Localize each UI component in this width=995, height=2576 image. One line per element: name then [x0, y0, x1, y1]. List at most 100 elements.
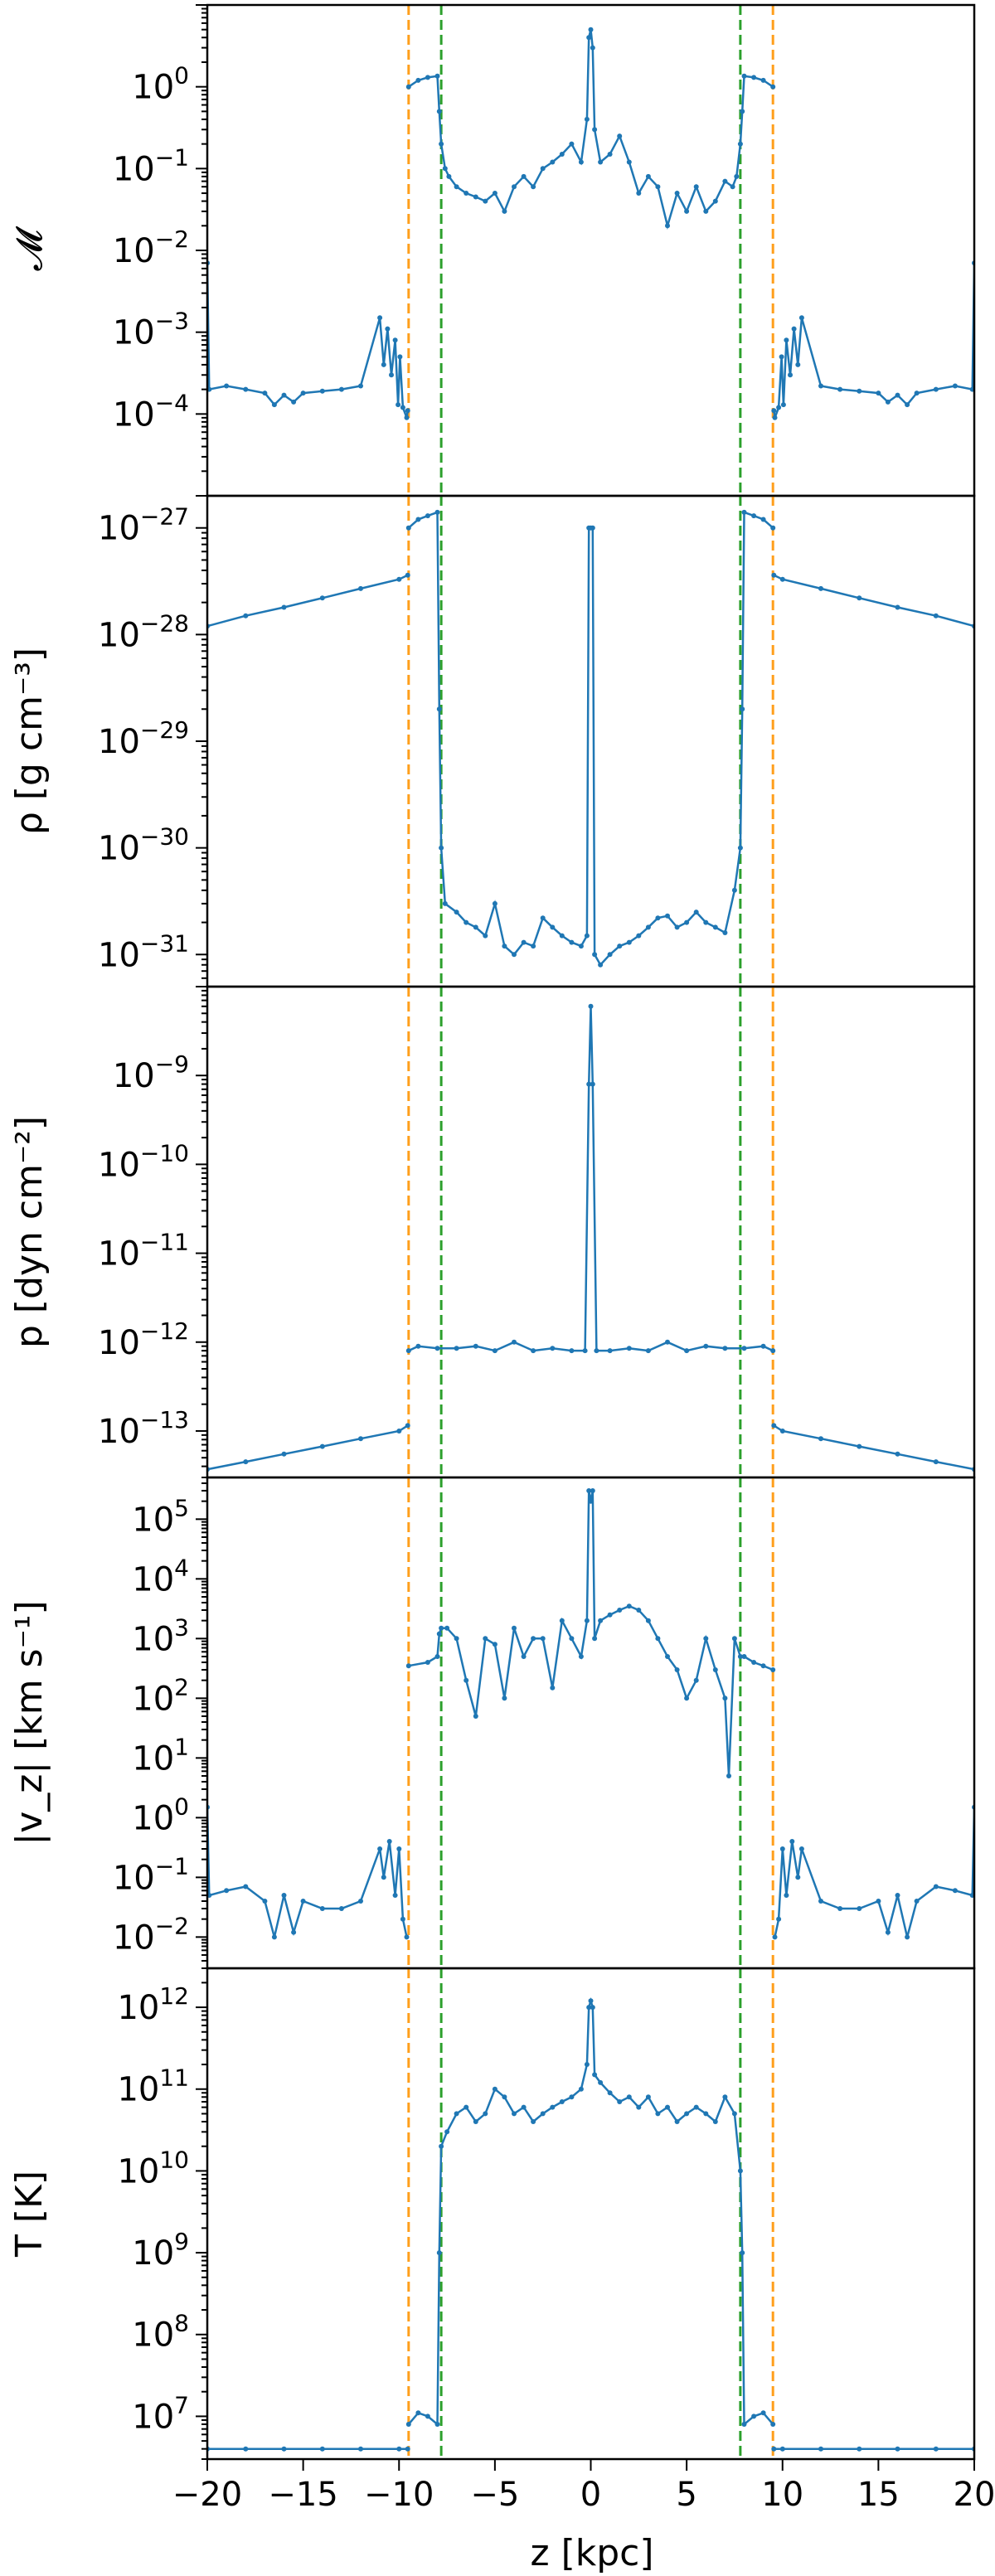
- panel-2-point: [598, 962, 604, 968]
- panel-1-point: [776, 405, 782, 410]
- x-tick-label: 15: [857, 2476, 900, 2514]
- panel-5-point: [607, 2090, 613, 2096]
- panel-1-point: [607, 152, 613, 157]
- panel-3: 10−9 10−10 10−11 10−12 10−13 p [dyn cm⁻²]: [8, 985, 976, 1479]
- panel-1-point: [578, 159, 584, 165]
- panel-2-y-tick-label: 10−31: [98, 929, 189, 974]
- panel-2-point: [550, 924, 556, 930]
- panel-5-point: [319, 2446, 325, 2452]
- panel-2-point: [578, 944, 584, 949]
- panel-2-point: [492, 900, 498, 906]
- panel-5-point: [636, 2104, 642, 2110]
- panel-4-point: [584, 1618, 590, 1623]
- panel-5-point: [737, 2168, 743, 2174]
- panel-1-point: [550, 159, 556, 165]
- panel-4-point: [590, 1488, 595, 1493]
- panel-2-point: [483, 933, 488, 939]
- panel-1-point: [791, 326, 797, 332]
- panel-4: 105 104 103 102 101 100 10−1 10−2 |v_z| [km s⁻¹]: [8, 1476, 976, 1970]
- panel-2-point: [569, 939, 575, 945]
- panel-4-point: [271, 1934, 277, 1940]
- panel-5-point: [434, 2422, 440, 2427]
- panel-4-point: [300, 1899, 306, 1904]
- panel-1-point: [586, 35, 592, 41]
- panels-group: 100 10−1 10−2 10−3 10−4 𝓜 10−27 10−28 10−29 10−30…: [8, 3, 976, 2461]
- panel-2-point: [684, 919, 690, 925]
- panel-1-point: [665, 223, 670, 229]
- panel-1-point: [492, 191, 498, 196]
- panel-4-point: [381, 1875, 386, 1880]
- panel-4-point: [712, 1667, 718, 1672]
- panel-1-point: [300, 391, 306, 396]
- panel-4-point: [737, 1654, 743, 1659]
- panel-1-y-tick-label: 10−2: [113, 226, 189, 270]
- panel-4-point: [693, 1677, 699, 1683]
- panel-2-point: [464, 919, 469, 925]
- panel-5-point: [559, 2099, 565, 2104]
- panel-3-point: [405, 1348, 411, 1354]
- panel-3-point: [588, 1003, 594, 1009]
- panel-5-point: [492, 2086, 498, 2092]
- panel-4-point: [779, 1846, 785, 1851]
- panel-4-point: [262, 1899, 268, 1904]
- panel-4-point: [559, 1618, 565, 1623]
- panel-2-point: [933, 613, 939, 619]
- panel-1-point: [588, 27, 594, 32]
- panel-4-point: [492, 1642, 498, 1647]
- panel-5-point: [405, 2446, 410, 2452]
- panel-4-y-axis-label: |v_z| [km s⁻¹]: [8, 1600, 51, 1845]
- panel-1-point: [722, 178, 728, 184]
- panel-5-point: [895, 2446, 900, 2452]
- panel-2-point: [521, 939, 527, 945]
- panel-4-point: [726, 1773, 731, 1778]
- panel-3-y-tick-label: 10−11: [98, 1229, 189, 1273]
- panel-2-point: [741, 509, 747, 515]
- panel-4-point: [598, 1618, 604, 1623]
- panel-4-point: [550, 1685, 556, 1691]
- panel-2-point: [358, 585, 363, 591]
- panel-4-point: [914, 1899, 920, 1904]
- panel-1-point: [281, 392, 287, 398]
- panel-1-point: [377, 315, 383, 321]
- panel-4-y-tick-label: 10−1: [113, 1852, 189, 1897]
- panel-1-point: [531, 184, 536, 190]
- x-tick-label: 20: [954, 2476, 995, 2514]
- panel-4-point: [338, 1906, 344, 1911]
- panel-3-point: [760, 1343, 766, 1349]
- panel-2-point: [502, 944, 507, 949]
- panel-2-point: [770, 525, 776, 531]
- panel-3-point: [771, 1423, 777, 1429]
- panel-5-point: [590, 2005, 595, 2011]
- panel-2-point: [319, 595, 325, 601]
- x-tick-label: 5: [676, 2476, 696, 2514]
- panel-4-point: [731, 1636, 737, 1642]
- panel-5-point: [584, 2062, 590, 2067]
- panel-5-point: [281, 2446, 287, 2452]
- panel-1-point: [771, 408, 777, 414]
- panel-1-point: [876, 391, 881, 396]
- panel-2-point: [731, 887, 737, 893]
- panel-1: 100 10−1 10−2 10−3 10−4 𝓜: [8, 3, 976, 497]
- panel-5-point: [550, 2104, 556, 2110]
- panel-4-point: [434, 1654, 440, 1659]
- panel-1-point: [319, 388, 325, 394]
- panel-3-point: [818, 1436, 823, 1442]
- panel-2-y-axis-label: ρ [g cm⁻³]: [8, 648, 51, 835]
- panel-5-point: [693, 2104, 699, 2110]
- panel-2-point: [584, 933, 590, 939]
- panel-3-point: [933, 1459, 939, 1465]
- panel-1-point: [559, 152, 565, 157]
- panel-5-y-tick-label: 109: [132, 2228, 189, 2273]
- panel-4-point: [425, 1660, 430, 1665]
- panel-5-point: [722, 2094, 728, 2100]
- panel-1-point: [338, 386, 344, 392]
- panel-3-series-group: [207, 1003, 974, 1472]
- panel-4-point: [770, 1667, 776, 1672]
- panel-5-y-tick-label: 108: [132, 2310, 189, 2355]
- panel-4-point: [760, 1663, 766, 1669]
- panel-5-point: [512, 2111, 517, 2117]
- panel-5-point: [731, 2111, 737, 2117]
- panel-1-point: [770, 84, 776, 90]
- panel-5-point: [655, 2111, 661, 2117]
